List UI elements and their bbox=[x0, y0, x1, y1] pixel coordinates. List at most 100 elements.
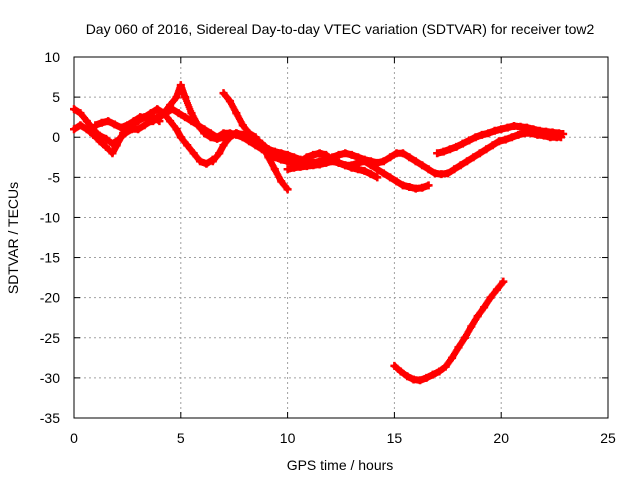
data-point bbox=[492, 285, 501, 294]
data-point bbox=[70, 125, 78, 134]
data-point bbox=[172, 93, 181, 102]
data-point bbox=[183, 141, 192, 150]
data-point bbox=[392, 177, 401, 186]
y-tick-label-5: -15 bbox=[40, 250, 60, 266]
data-point bbox=[213, 133, 222, 142]
data-point bbox=[196, 157, 205, 166]
data-point bbox=[379, 169, 388, 178]
data-point bbox=[450, 165, 459, 174]
data-point bbox=[251, 133, 260, 142]
data-point bbox=[354, 153, 363, 162]
data-point bbox=[445, 145, 454, 154]
data-point bbox=[206, 129, 215, 138]
series-trace-7 bbox=[283, 157, 382, 182]
data-point bbox=[433, 149, 442, 158]
data-point bbox=[174, 109, 183, 118]
data-point bbox=[418, 183, 427, 192]
data-point bbox=[166, 117, 175, 126]
data-point bbox=[95, 131, 104, 140]
data-point bbox=[283, 185, 292, 194]
data-point bbox=[475, 149, 484, 158]
series-trace-5 bbox=[208, 129, 566, 179]
data-point bbox=[277, 177, 286, 186]
data-point bbox=[443, 169, 452, 178]
data-point bbox=[499, 277, 508, 286]
data-point bbox=[405, 182, 414, 191]
data-point bbox=[390, 361, 399, 370]
data-point bbox=[215, 149, 224, 158]
data-point bbox=[97, 118, 106, 127]
data-point bbox=[181, 113, 190, 122]
data-point bbox=[386, 173, 395, 182]
data-point bbox=[168, 105, 177, 114]
x-tick-label-3: 15 bbox=[387, 430, 403, 446]
y-tick-label-4: -10 bbox=[40, 209, 60, 225]
data-point bbox=[452, 142, 461, 151]
data-point bbox=[495, 137, 504, 146]
data-point bbox=[424, 165, 433, 174]
data-point bbox=[193, 121, 202, 130]
x-tick-label-0: 0 bbox=[70, 430, 78, 446]
data-point bbox=[238, 130, 247, 139]
data-point bbox=[469, 153, 478, 162]
x-tick-labels: 0 5 10 15 20 25 bbox=[70, 430, 616, 446]
data-point bbox=[172, 125, 181, 134]
y-tick-label-9: -35 bbox=[40, 410, 60, 426]
data-point bbox=[473, 312, 482, 321]
data-point bbox=[219, 89, 228, 98]
data-point bbox=[187, 117, 196, 126]
data-point bbox=[435, 367, 444, 376]
data-point bbox=[460, 333, 469, 342]
data-point bbox=[232, 129, 241, 138]
y-tick-label-6: -20 bbox=[40, 290, 60, 306]
data-point bbox=[454, 343, 463, 352]
data-point bbox=[82, 117, 91, 126]
data-point bbox=[396, 367, 405, 376]
data-point bbox=[354, 165, 363, 174]
data-point bbox=[270, 165, 279, 174]
data-point bbox=[200, 125, 209, 134]
x-tick-label-2: 10 bbox=[280, 430, 296, 446]
data-point bbox=[309, 150, 318, 159]
data-point bbox=[187, 109, 196, 118]
data-point bbox=[341, 161, 350, 170]
data-point bbox=[379, 157, 388, 166]
data-point bbox=[315, 149, 324, 158]
data-point bbox=[91, 121, 100, 130]
data-point bbox=[123, 121, 132, 130]
data-point bbox=[503, 123, 512, 132]
y-tick-label-0: 10 bbox=[44, 49, 60, 65]
data-point bbox=[208, 157, 217, 166]
data-point bbox=[153, 105, 162, 114]
data-point bbox=[439, 147, 448, 156]
data-point bbox=[149, 117, 158, 126]
y-tick-label-8: -30 bbox=[40, 370, 60, 386]
data-point bbox=[102, 134, 111, 143]
data-point bbox=[322, 158, 331, 167]
data-point bbox=[366, 170, 375, 179]
data-point bbox=[108, 139, 117, 148]
data-point bbox=[373, 158, 382, 167]
data-point bbox=[486, 293, 495, 302]
data-point bbox=[477, 130, 486, 139]
data-point bbox=[522, 123, 531, 132]
axis-ticks bbox=[73, 56, 609, 419]
data-point bbox=[232, 109, 241, 118]
data-point bbox=[405, 153, 414, 162]
x-tick-label-5: 25 bbox=[600, 430, 616, 446]
y-axis-label: SDTVAR / TECUs bbox=[5, 182, 21, 294]
data-point bbox=[482, 145, 491, 154]
data-point bbox=[418, 161, 427, 170]
data-point bbox=[277, 149, 286, 158]
data-point bbox=[448, 353, 457, 362]
data-point bbox=[176, 81, 185, 90]
data-point bbox=[456, 161, 465, 170]
data-point bbox=[529, 125, 538, 134]
y-tick-label-1: 5 bbox=[52, 89, 60, 105]
data-point bbox=[104, 117, 113, 126]
data-point bbox=[360, 166, 369, 175]
data-point bbox=[424, 181, 433, 190]
data-point bbox=[497, 125, 506, 134]
data-point bbox=[398, 181, 407, 190]
